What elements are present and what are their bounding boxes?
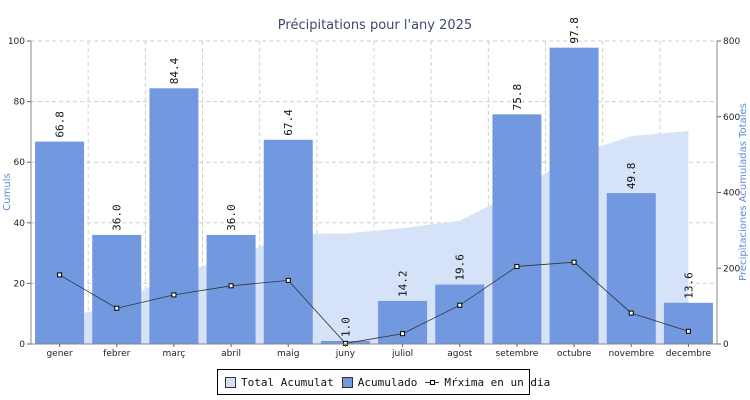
max-daily-point bbox=[114, 305, 120, 311]
x-tick-label: juliol bbox=[391, 349, 413, 359]
legend: Total Acumulat Acumulado Mŕxima en un di… bbox=[217, 369, 550, 395]
x-tick-label: març bbox=[163, 349, 186, 359]
bar-value-label: 14.2 bbox=[397, 270, 410, 297]
x-tick-label: octubre bbox=[557, 349, 592, 359]
max-line-layer bbox=[57, 259, 691, 346]
x-tick-label: abril bbox=[221, 349, 241, 359]
bar-value-label: 19.6 bbox=[454, 254, 467, 281]
legend-label-bar: Acumulado bbox=[357, 375, 418, 389]
y-tick-label-right: 400 bbox=[723, 189, 740, 199]
bar-abril bbox=[206, 234, 256, 344]
y-tick-label-left: 20 bbox=[14, 279, 26, 289]
bar-decembre bbox=[663, 302, 713, 344]
bar-value-label: 97.8 bbox=[568, 17, 581, 44]
max-daily-point bbox=[685, 328, 691, 334]
y-tick-label-left: 40 bbox=[14, 219, 26, 229]
y-tick-label-left: 60 bbox=[14, 158, 26, 168]
legend-item-line: Mŕxima en un dia bbox=[425, 376, 550, 389]
bar-setembre bbox=[492, 114, 542, 345]
x-tick-label: setembre bbox=[496, 349, 539, 359]
y-tick-label-right: 200 bbox=[723, 264, 740, 274]
y-tick-label-left: 100 bbox=[8, 37, 25, 47]
max-daily-point bbox=[57, 272, 63, 278]
bar-value-label: 36.0 bbox=[225, 204, 238, 230]
max-daily-point bbox=[400, 331, 406, 337]
y-tick-label-left: 80 bbox=[14, 98, 26, 108]
bar-value-label: 84.4 bbox=[168, 57, 181, 84]
bar-gener bbox=[35, 141, 85, 344]
max-daily-point bbox=[228, 283, 234, 289]
legend-label-line: Mŕxima en un dia bbox=[444, 375, 551, 389]
max-daily-point bbox=[285, 277, 291, 283]
x-tick-label: gener bbox=[46, 349, 72, 359]
legend-item-total: Total Acumulat bbox=[225, 376, 334, 389]
x-tick-label: agost bbox=[447, 349, 472, 359]
legend-item-bar: Acumulado bbox=[341, 375, 418, 389]
legend-label-total: Total Acumulat bbox=[241, 375, 334, 389]
bar-value-label: 67.4 bbox=[282, 109, 295, 136]
max-daily-point bbox=[514, 263, 520, 269]
bar-label-layer: 66.8 36.0 84.4 36.0 67.4 1.0 14.2 19.6 75.8 97.8 4… bbox=[54, 17, 696, 337]
max-daily-point bbox=[628, 310, 634, 316]
y-tick-label-right: 800 bbox=[723, 37, 740, 47]
legend-swatch-bar bbox=[341, 376, 353, 388]
y-tick-label-right: 600 bbox=[723, 113, 740, 123]
x-tick-label: febrer bbox=[103, 349, 130, 359]
max-daily-line bbox=[59, 261, 689, 344]
bar-value-label: 66.8 bbox=[54, 111, 67, 138]
bar-octubre bbox=[549, 47, 599, 344]
y-tick-label-right: 0 bbox=[723, 340, 729, 350]
x-tick-label: maig bbox=[277, 349, 300, 359]
bar-layer bbox=[35, 47, 713, 345]
x-tick-label: juny bbox=[335, 349, 356, 359]
y-tick-label-left: 0 bbox=[19, 340, 25, 350]
y-axis-right-label: Precipitaciones Acumuladas Totales bbox=[738, 103, 749, 281]
bar-juliol bbox=[378, 300, 428, 344]
max-daily-point bbox=[171, 292, 177, 298]
chart-title: Précipitations pour l'any 2025 bbox=[278, 18, 472, 33]
bar-value-label: 75.8 bbox=[511, 84, 524, 111]
max-daily-point bbox=[457, 302, 463, 308]
legend-swatch-line bbox=[425, 377, 440, 388]
y-axis-left-label: Cumuls bbox=[2, 173, 13, 210]
bar-value-label: 49.8 bbox=[625, 163, 638, 190]
max-daily-point bbox=[571, 259, 577, 265]
legend-swatch-total bbox=[225, 376, 236, 388]
bar-value-label: 36.0 bbox=[111, 204, 124, 231]
x-tick-label: decembre bbox=[666, 349, 712, 359]
bar-value-label: 13.6 bbox=[682, 272, 695, 299]
x-tick-label: novembre bbox=[608, 349, 654, 359]
bar-maig bbox=[263, 139, 313, 344]
bar-març bbox=[149, 88, 199, 344]
bar-febrer bbox=[92, 234, 142, 344]
bar-value-label: 1.0 bbox=[339, 317, 352, 337]
bar-novembre bbox=[606, 193, 656, 344]
axes: 0 20 40 60 80 100 0 200 400 600 800 gener febrer març… bbox=[8, 37, 741, 359]
